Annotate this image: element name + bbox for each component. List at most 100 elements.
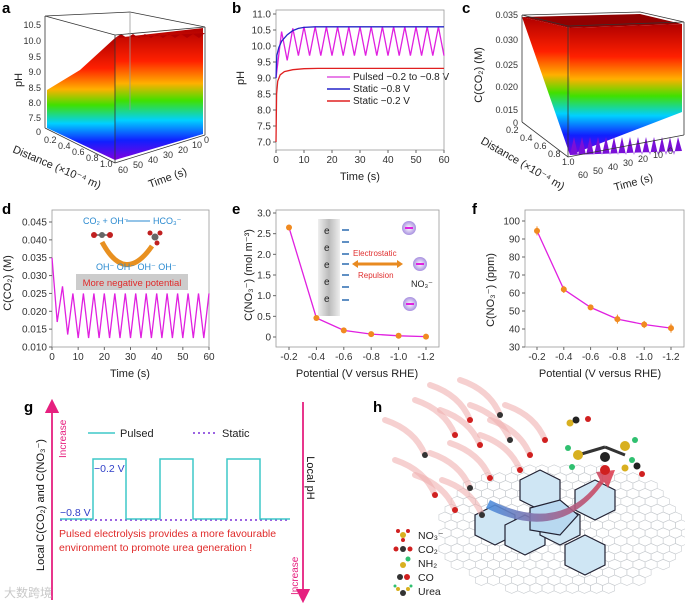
x-tick-label: 0.8: [548, 149, 561, 159]
motion-streak: [412, 397, 458, 438]
motion-streak: [427, 382, 473, 423]
x-tick-label: 0.6: [72, 147, 85, 157]
data-point: [313, 314, 320, 321]
series-line-2: [275, 67, 444, 143]
x-axis-title: Distance (×10⁻⁴ m): [11, 144, 103, 192]
y-tick-label: 50: [133, 160, 143, 170]
legend-molecule-icon: [406, 587, 410, 591]
reaction-inset: CO₂ + OH⁻ HCO₃⁻ OH⁻ OH⁻ OH⁻ OH⁻ More neg…: [76, 216, 188, 290]
y-tick-label: 11.0: [252, 10, 271, 21]
x-tick-label: -0.2: [528, 352, 546, 363]
z-tick-label: 0.025: [495, 60, 518, 70]
molecule-atom: [507, 437, 513, 443]
series-line-0: [536, 230, 672, 329]
y-tick-label: 2.5: [257, 229, 271, 240]
legend-molecule-icon: [400, 590, 406, 596]
legend-molecule-icon: [400, 562, 406, 568]
reactant-streaks: [382, 377, 548, 518]
panel-label-h: h: [373, 399, 382, 416]
z-tick-label: 10.0: [23, 36, 41, 46]
y-tick-label: 40: [509, 325, 521, 336]
data-point: [641, 321, 648, 328]
y-tick-label: 0.035: [22, 253, 47, 264]
molecule-atom: [467, 417, 473, 423]
motion-streak: [412, 472, 458, 513]
motion-streak: [437, 407, 483, 448]
series-line-0: [288, 227, 427, 338]
molecule-atom: [432, 492, 438, 498]
nitrate-label: NO₃⁻: [411, 279, 433, 289]
molecule-atom: [477, 442, 483, 448]
y-axis-title: pH: [235, 71, 247, 85]
z-tick-label: 8.5: [28, 83, 41, 93]
z-tick-label: 0.020: [495, 82, 518, 92]
panel-label-d: d: [2, 201, 11, 218]
data-point: [368, 331, 375, 338]
legend-molecule-icon: [400, 546, 406, 552]
hexagon-cell: [602, 582, 616, 594]
panel-label-a: a: [2, 0, 11, 17]
molecule-atom: [527, 452, 533, 458]
y-tick-label: 1.0: [257, 291, 271, 302]
y-tick-label: 10.0: [252, 42, 272, 53]
panel-label-c: c: [462, 0, 470, 17]
electron-label: e: [324, 277, 330, 288]
y-tick-label: 10.5: [252, 26, 272, 37]
arrow-head-left: [352, 260, 358, 268]
caption-text: More negative potential: [83, 278, 182, 289]
motion-streak: [427, 450, 473, 491]
x-tick-label: 0.4: [58, 141, 71, 151]
y-axis-title: C(NO₃⁻) (mol m⁻³): [243, 229, 255, 321]
legend-molecule-icon: [397, 574, 403, 580]
y-tick-label: 8.5: [257, 90, 271, 101]
y-tick-label: 9.0: [257, 74, 271, 85]
nitrate-ion-icon: [413, 257, 427, 271]
legend-label: NH₂: [418, 558, 437, 570]
hexagon-cell: [578, 582, 591, 594]
x-axis-title: Distance (×10⁻⁴ m): [479, 135, 567, 193]
data-point: [340, 327, 347, 334]
z-tick-label: 7.5: [28, 113, 41, 123]
x-tick-label: 60: [203, 352, 215, 363]
legend-label: Urea: [418, 586, 441, 598]
data-point: [560, 286, 567, 293]
motion-streak: [457, 377, 503, 418]
x-tick-label: 10: [298, 155, 310, 166]
hexagon-cell: [450, 558, 464, 571]
z-tick-label: 8.0: [28, 98, 41, 108]
note-line-2: environment to promote urea generation !: [59, 542, 252, 554]
increase-label-left: Increase: [58, 419, 69, 458]
y-tick-label: 0.040: [22, 235, 47, 246]
x-tick-label: 0: [273, 155, 279, 166]
legend-molecule-icon: [407, 546, 413, 552]
hexagon-cell: [675, 535, 685, 547]
x-tick-label: 40: [151, 352, 163, 363]
legend-molecule-icon: [406, 529, 410, 533]
data-point: [534, 227, 540, 234]
legend-molecule-icon: [396, 587, 400, 591]
z-tick-label: 0.035: [495, 10, 518, 20]
axis-box: [44, 11, 206, 164]
low-potential-label: −0.8 V: [60, 507, 91, 519]
legend-molecule-icon: [396, 529, 400, 533]
y-tick-label: 7.0: [257, 138, 271, 149]
panel-c-co2-surface: C(CO₂) (M) Distance (×10⁻⁴ m) Time (s) 0…: [473, 10, 685, 194]
surface-left-face: [47, 38, 115, 160]
x-tick-label: -0.8: [609, 352, 627, 363]
y-tick-label: 90: [509, 235, 521, 246]
x-tick-label: 0.4: [520, 133, 533, 143]
molecule-atom: [487, 475, 493, 481]
porphyrin-catalyst: [474, 469, 616, 576]
molecule-atom: [497, 412, 503, 418]
x-tick-label: 0.6: [534, 141, 547, 151]
legend-label-static-02: Static −0.2 V: [353, 96, 410, 107]
co2-molecule-icon: [91, 232, 113, 238]
panel-e-nitrate-mol: Potential (V versus RHE) C(NO₃⁻) (mol m⁻…: [243, 209, 440, 380]
x-tick-label: -0.6: [582, 352, 600, 363]
legend-label: CO₂: [418, 544, 438, 556]
electron-label: e: [324, 294, 330, 305]
legend-molecule-icon: [409, 584, 413, 588]
x-tick-label: 40: [382, 155, 394, 166]
y-tick-label: 0: [204, 135, 209, 145]
